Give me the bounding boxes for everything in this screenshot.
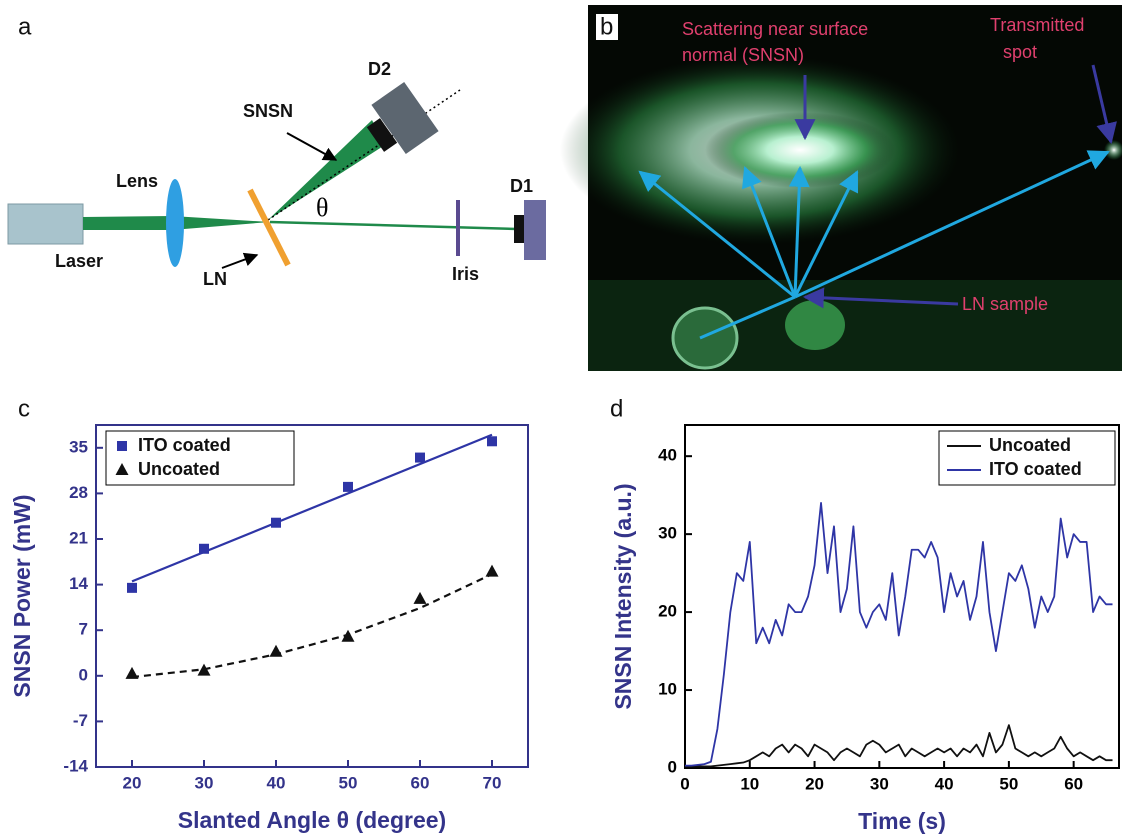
x-tick-label: 30 bbox=[870, 774, 889, 793]
laser-box bbox=[8, 204, 83, 244]
fit-line bbox=[132, 574, 492, 677]
point bbox=[415, 453, 425, 463]
y-tick-label: 14 bbox=[69, 574, 88, 593]
x-tick-label: 50 bbox=[999, 774, 1018, 793]
arrow bbox=[222, 255, 257, 268]
arrow bbox=[287, 133, 336, 160]
x-tick-label: 30 bbox=[195, 773, 214, 792]
label: θ bbox=[316, 193, 328, 222]
data-line bbox=[685, 725, 1113, 766]
photo-label: LN sample bbox=[962, 294, 1048, 314]
point bbox=[343, 482, 353, 492]
x-tick-label: 60 bbox=[1064, 774, 1083, 793]
legend-label: Uncoated bbox=[989, 435, 1071, 455]
x-tick-label: 20 bbox=[123, 773, 142, 792]
photo: b Scattering near surface normal (SNSN) … bbox=[560, 5, 1122, 371]
point bbox=[342, 630, 355, 642]
panel-label: c bbox=[18, 395, 30, 422]
y-tick-label: 10 bbox=[658, 680, 677, 699]
panel-label: a bbox=[18, 13, 32, 40]
point bbox=[271, 518, 281, 528]
beam bbox=[270, 222, 517, 229]
x-tick-label: 40 bbox=[267, 773, 286, 792]
detector-d1 bbox=[524, 200, 546, 260]
point bbox=[486, 565, 499, 577]
legend-label: ITO coated bbox=[989, 459, 1082, 479]
x-tick-label: 0 bbox=[680, 774, 689, 793]
x-tick-label: 20 bbox=[805, 774, 824, 793]
y-tick-label: -7 bbox=[73, 711, 88, 730]
label: Laser bbox=[55, 251, 103, 271]
detector-d1-cap bbox=[514, 215, 524, 243]
point bbox=[127, 583, 137, 593]
point bbox=[414, 592, 427, 604]
panel-label: b bbox=[600, 13, 613, 40]
y-tick-label: 35 bbox=[69, 437, 88, 456]
photo-label: normal (SNSN) bbox=[682, 45, 804, 65]
y-tick-label: 0 bbox=[79, 665, 88, 684]
x-tick-label: 40 bbox=[935, 774, 954, 793]
x-tick-label: 10 bbox=[740, 774, 759, 793]
point bbox=[126, 667, 139, 679]
y-tick-label: 20 bbox=[658, 602, 677, 621]
legend-label: Uncoated bbox=[138, 459, 220, 479]
lens bbox=[166, 179, 184, 267]
label: Iris bbox=[452, 264, 479, 284]
y-tick-label: 7 bbox=[79, 620, 88, 639]
photo-label: Scattering near surface bbox=[682, 19, 868, 39]
x-axis-label: Time (s) bbox=[858, 808, 946, 834]
legend-swatch bbox=[117, 441, 127, 451]
data-line bbox=[685, 503, 1113, 766]
y-tick-label: -14 bbox=[63, 756, 88, 775]
label: D1 bbox=[510, 176, 533, 196]
optic bbox=[673, 308, 737, 368]
ln-crystal bbox=[250, 190, 288, 265]
sample-mount bbox=[785, 300, 845, 350]
label: D2 bbox=[368, 59, 391, 79]
point bbox=[487, 436, 497, 446]
y-tick-label: 0 bbox=[668, 757, 677, 776]
y-axis-label: SNSN Power (mW) bbox=[9, 494, 35, 697]
y-tick-label: 30 bbox=[658, 524, 677, 543]
photo-label: spot bbox=[1003, 42, 1037, 62]
panel-label: d bbox=[610, 395, 623, 422]
y-tick-label: 28 bbox=[69, 483, 88, 502]
photo-label: Transmitted bbox=[990, 15, 1084, 35]
label: Lens bbox=[116, 171, 158, 191]
setup-diagram: a Lens SNSN D2 θ D1 Laser LN Iris bbox=[8, 13, 546, 288]
x-tick-label: 60 bbox=[411, 773, 430, 792]
y-tick-label: 21 bbox=[69, 528, 88, 547]
x-tick-label: 70 bbox=[483, 773, 502, 792]
label: LN bbox=[203, 269, 227, 289]
point bbox=[270, 645, 283, 657]
figure: a Lens SNSN D2 θ D1 Laser LN Iris bbox=[0, 0, 1122, 836]
x-tick-label: 50 bbox=[339, 773, 358, 792]
y-axis-label: SNSN Intensity (a.u.) bbox=[610, 483, 636, 709]
point bbox=[198, 664, 211, 676]
label: SNSN bbox=[243, 101, 293, 121]
legend-label: ITO coated bbox=[138, 435, 231, 455]
point bbox=[199, 544, 209, 554]
y-tick-label: 40 bbox=[658, 446, 677, 465]
x-axis-label: Slanted Angle θ (degree) bbox=[178, 807, 446, 833]
